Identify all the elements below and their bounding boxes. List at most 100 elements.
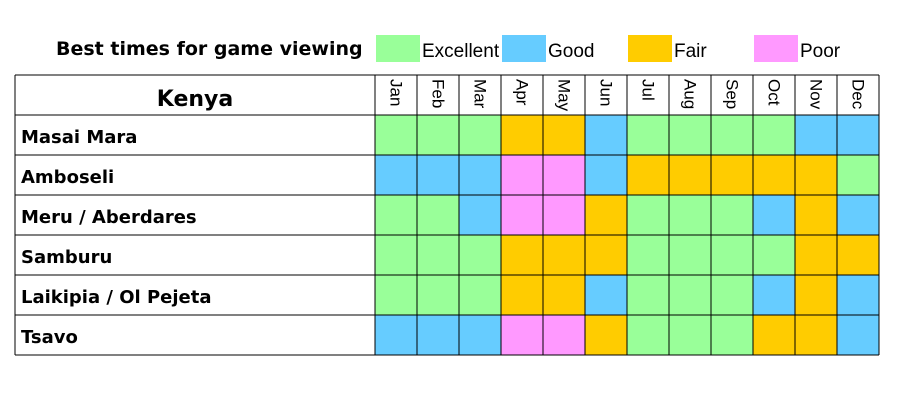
cell-meru-aberdares-may (543, 195, 585, 235)
cell-amboseli-jun (585, 155, 627, 195)
cell-laikipia-ol-pejeta-may (543, 275, 585, 315)
cell-amboseli-apr (501, 155, 543, 195)
cell-masai-mara-aug (669, 115, 711, 155)
row-label: Amboseli (21, 167, 114, 188)
month-header-dec: Dec (849, 79, 868, 110)
cell-tsavo-dec (837, 315, 879, 355)
month-header-may: May (555, 79, 574, 112)
month-header-oct: Oct (765, 79, 784, 106)
cell-laikipia-ol-pejeta-jun (585, 275, 627, 315)
cell-masai-mara-may (543, 115, 585, 155)
cell-meru-aberdares-aug (669, 195, 711, 235)
row-label: Meru / Aberdares (21, 207, 197, 228)
cell-masai-mara-feb (417, 115, 459, 155)
cell-laikipia-ol-pejeta-dec (837, 275, 879, 315)
cell-meru-aberdares-nov (795, 195, 837, 235)
cell-amboseli-aug (669, 155, 711, 195)
cell-tsavo-may (543, 315, 585, 355)
cell-meru-aberdares-jan (375, 195, 417, 235)
cell-masai-mara-oct (753, 115, 795, 155)
cell-amboseli-dec (837, 155, 879, 195)
cell-meru-aberdares-dec (837, 195, 879, 235)
month-header-jan: Jan (387, 79, 406, 106)
corner-label: Kenya (157, 87, 233, 112)
cell-samburu-sep (711, 235, 753, 275)
cell-masai-mara-jun (585, 115, 627, 155)
cell-tsavo-jan (375, 315, 417, 355)
cell-amboseli-feb (417, 155, 459, 195)
cell-laikipia-ol-pejeta-aug (669, 275, 711, 315)
month-header-feb: Feb (429, 79, 448, 108)
cell-tsavo-oct (753, 315, 795, 355)
cell-amboseli-jul (627, 155, 669, 195)
cell-meru-aberdares-feb (417, 195, 459, 235)
legend-label-fair: Fair (674, 41, 707, 62)
cell-samburu-dec (837, 235, 879, 275)
cell-amboseli-oct (753, 155, 795, 195)
cell-amboseli-may (543, 155, 585, 195)
legend-label-poor: Poor (800, 41, 841, 62)
cell-samburu-feb (417, 235, 459, 275)
cell-tsavo-mar (459, 315, 501, 355)
heatmap-grid: Kenya Jan Feb Mar Apr May Jun Jul Aug Sep Oct Nov De… (14, 74, 880, 356)
cell-samburu-mar (459, 235, 501, 275)
cell-tsavo-sep (711, 315, 753, 355)
month-header-mar: Mar (471, 79, 490, 109)
cell-tsavo-jun (585, 315, 627, 355)
legend-label-excellent: Excellent (422, 41, 500, 62)
legend-swatch-good (502, 35, 546, 62)
cell-amboseli-mar (459, 155, 501, 195)
cell-laikipia-ol-pejeta-sep (711, 275, 753, 315)
cell-meru-aberdares-jul (627, 195, 669, 235)
cell-meru-aberdares-oct (753, 195, 795, 235)
cell-masai-mara-nov (795, 115, 837, 155)
month-header-jul: Jul (639, 79, 658, 101)
cell-samburu-oct (753, 235, 795, 275)
row-label: Samburu (21, 247, 112, 268)
cell-amboseli-sep (711, 155, 753, 195)
cell-meru-aberdares-jun (585, 195, 627, 235)
chart-title: Best times for game viewing (56, 38, 363, 60)
cell-samburu-may (543, 235, 585, 275)
cell-meru-aberdares-mar (459, 195, 501, 235)
cell-samburu-aug (669, 235, 711, 275)
cell-samburu-jan (375, 235, 417, 275)
cell-meru-aberdares-apr (501, 195, 543, 235)
cell-masai-mara-sep (711, 115, 753, 155)
cell-masai-mara-mar (459, 115, 501, 155)
cell-laikipia-ol-pejeta-oct (753, 275, 795, 315)
cell-masai-mara-dec (837, 115, 879, 155)
cell-laikipia-ol-pejeta-jul (627, 275, 669, 315)
cell-laikipia-ol-pejeta-apr (501, 275, 543, 315)
legend-swatch-poor (754, 35, 798, 62)
cell-masai-mara-apr (501, 115, 543, 155)
legend: Excellent Good Fair Poor (376, 35, 841, 62)
legend-swatch-excellent (376, 35, 420, 62)
month-header-jun: Jun (597, 79, 616, 106)
cell-amboseli-nov (795, 155, 837, 195)
month-header-nov: Nov (807, 79, 826, 110)
cell-samburu-jun (585, 235, 627, 275)
legend-swatch-fair (628, 35, 672, 62)
month-header-sep: Sep (723, 79, 742, 109)
cell-samburu-jul (627, 235, 669, 275)
cell-meru-aberdares-sep (711, 195, 753, 235)
cell-masai-mara-jan (375, 115, 417, 155)
cell-masai-mara-jul (627, 115, 669, 155)
month-header-apr: Apr (513, 79, 532, 106)
cell-laikipia-ol-pejeta-mar (459, 275, 501, 315)
cell-laikipia-ol-pejeta-feb (417, 275, 459, 315)
row-label: Masai Mara (21, 127, 137, 148)
row-label: Laikipia / Ol Pejeta (21, 287, 212, 308)
cell-amboseli-jan (375, 155, 417, 195)
cell-tsavo-aug (669, 315, 711, 355)
row-label: Tsavo (21, 327, 78, 348)
legend-label-good: Good (548, 41, 594, 62)
cell-tsavo-jul (627, 315, 669, 355)
cell-tsavo-apr (501, 315, 543, 355)
month-header-aug: Aug (681, 79, 700, 109)
cell-samburu-apr (501, 235, 543, 275)
cell-tsavo-feb (417, 315, 459, 355)
cell-laikipia-ol-pejeta-nov (795, 275, 837, 315)
